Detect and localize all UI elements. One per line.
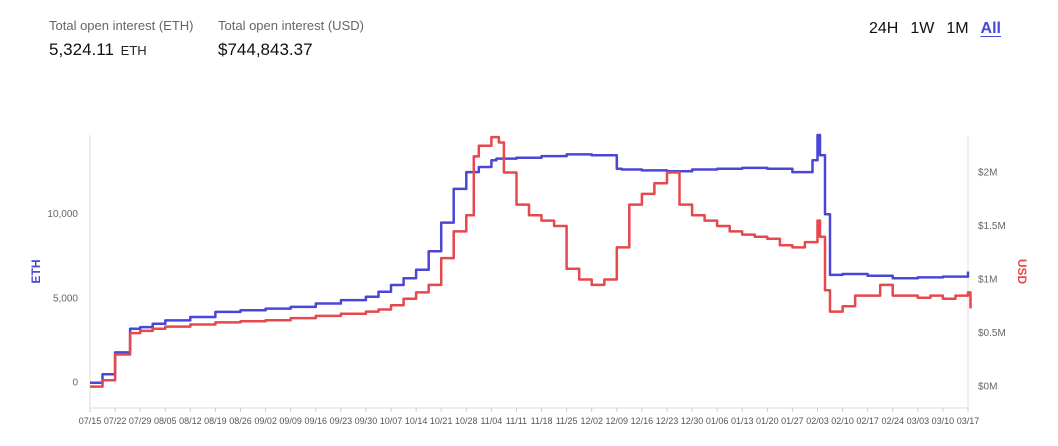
- tab-1w[interactable]: 1W: [910, 20, 935, 37]
- x-tick-label: 12/30: [681, 416, 704, 426]
- y2-tick-label: $0M: [978, 382, 997, 393]
- stat-eth: Total open interest (ETH) 5,324.11 ETH: [49, 18, 194, 60]
- stat-usd-value: $744,843.37: [218, 40, 313, 59]
- x-tick-label: 07/15: [79, 416, 102, 426]
- y2-tick-label: $1M: [978, 275, 997, 286]
- x-tick-label: 10/07: [380, 416, 403, 426]
- x-tick-label: 01/13: [731, 416, 754, 426]
- x-tick-label: 03/17: [957, 416, 980, 426]
- y-tick-label: 0: [72, 378, 78, 389]
- stat-usd: Total open interest (USD) $744,843.37: [218, 18, 364, 60]
- stat-eth-unit: ETH: [120, 43, 147, 58]
- x-tick-label: 03/03: [907, 416, 930, 426]
- stat-usd-label: Total open interest (USD): [218, 18, 364, 33]
- x-tick-label: 02/17: [856, 416, 879, 426]
- x-tick-label: 12/02: [580, 416, 603, 426]
- x-tick-label: 08/12: [179, 416, 202, 426]
- x-tick-label: 11/11: [506, 416, 527, 426]
- x-tick-label: 09/02: [254, 416, 277, 426]
- y-tick-label: 10,000: [47, 209, 78, 220]
- x-tick-label: 11/18: [531, 416, 553, 426]
- x-tick-label: 12/09: [606, 416, 629, 426]
- y-axis-title: ETH: [29, 260, 43, 284]
- tab-24h[interactable]: 24H: [868, 20, 899, 37]
- x-tick-label: 07/22: [104, 416, 127, 426]
- x-tick-label: 09/23: [330, 416, 353, 426]
- stat-eth-label: Total open interest (ETH): [49, 18, 194, 33]
- tab-1m[interactable]: 1M: [946, 20, 969, 37]
- x-tick-label: 02/10: [831, 416, 854, 426]
- x-tick-label: 10/21: [430, 416, 453, 426]
- y2-tick-label: $1.5M: [978, 221, 1006, 232]
- x-tick-label: 08/19: [204, 416, 227, 426]
- x-tick-label: 01/06: [706, 416, 729, 426]
- y2-tick-label: $0.5M: [978, 328, 1006, 339]
- series-line-eth: [90, 133, 970, 384]
- x-tick-label: 09/16: [305, 416, 328, 426]
- y2-axis-title: USD: [1015, 259, 1029, 285]
- x-tick-label: 02/24: [881, 416, 904, 426]
- tab-all[interactable]: All: [980, 20, 1001, 37]
- series-line-usd: [90, 135, 972, 388]
- time-range-tabs: 24H 1W 1M All: [857, 18, 1001, 40]
- stat-eth-value: 5,324.11 ETH: [49, 40, 194, 60]
- x-tick-label: 12/23: [656, 416, 679, 426]
- x-tick-label: 09/30: [355, 416, 378, 426]
- x-tick-label: 01/20: [756, 416, 779, 426]
- stat-eth-number: 5,324.11: [49, 40, 114, 59]
- x-tick-label: 09/09: [279, 416, 302, 426]
- x-tick-label: 10/28: [455, 416, 478, 426]
- x-tick-label: 03/10: [932, 416, 955, 426]
- x-tick-label: 02/03: [806, 416, 829, 426]
- x-tick-label: 11/04: [480, 416, 502, 426]
- x-tick-label: 12/16: [631, 416, 654, 426]
- x-tick-label: 01/27: [781, 416, 804, 426]
- y-tick-label: 5,000: [53, 293, 78, 304]
- y2-tick-label: $2M: [978, 167, 997, 178]
- x-tick-label: 11/25: [556, 416, 578, 426]
- x-tick-label: 08/26: [229, 416, 252, 426]
- x-tick-label: 07/29: [129, 416, 152, 426]
- x-tick-label: 08/05: [154, 416, 177, 426]
- x-tick-label: 10/14: [405, 416, 428, 426]
